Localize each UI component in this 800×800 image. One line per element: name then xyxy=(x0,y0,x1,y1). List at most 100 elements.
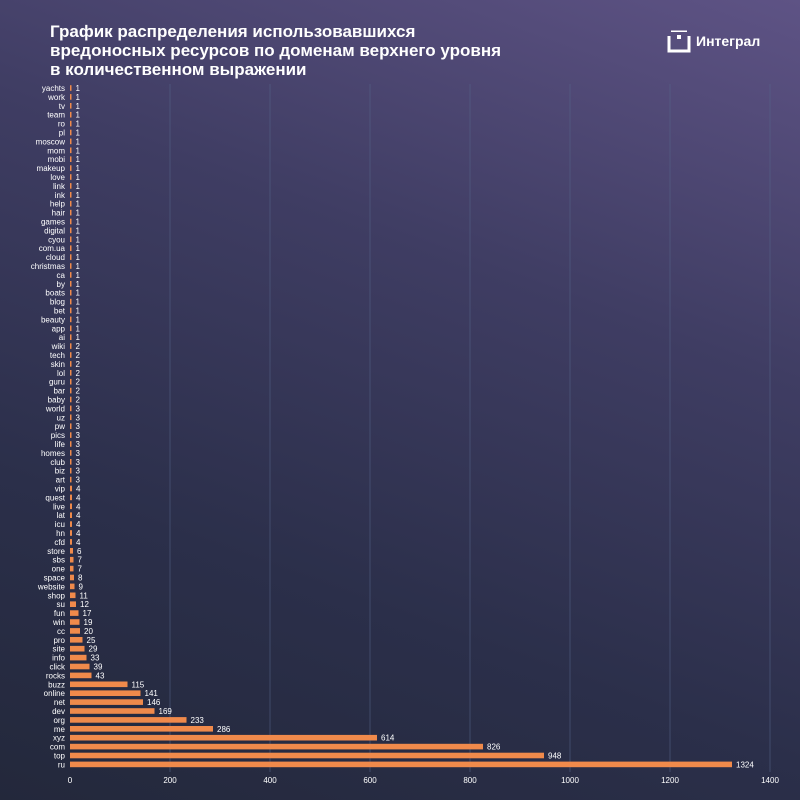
bar-click xyxy=(70,663,90,670)
category-label: shop xyxy=(48,591,66,600)
category-label: skin xyxy=(51,360,65,369)
category-label: buzz xyxy=(48,680,65,689)
value-label: 3 xyxy=(76,449,81,458)
category-label: tech xyxy=(50,351,65,360)
bar-cloud xyxy=(70,254,72,260)
bar-cyou xyxy=(70,236,72,243)
bar-hn xyxy=(70,530,72,536)
category-label: ai xyxy=(59,333,65,342)
category-label: store xyxy=(47,547,65,556)
value-label: 4 xyxy=(76,493,81,502)
value-label: 1 xyxy=(76,129,81,138)
category-label: pro xyxy=(53,636,65,645)
value-label: 1 xyxy=(76,307,81,316)
bar-by xyxy=(70,281,72,287)
bar-pw xyxy=(70,423,72,429)
value-label: 3 xyxy=(76,404,81,413)
bar-pics xyxy=(70,432,72,438)
category-label: pics xyxy=(51,431,65,440)
bar-life xyxy=(70,441,72,447)
x-tick-label: 200 xyxy=(163,776,177,785)
category-label: christmas xyxy=(31,262,65,271)
value-label: 1 xyxy=(76,235,81,244)
bar-lat xyxy=(70,512,72,518)
category-label: ca xyxy=(57,271,66,280)
category-label: mobi xyxy=(48,155,66,164)
x-tick-label: 600 xyxy=(363,776,377,785)
category-label: games xyxy=(41,218,65,227)
value-label: 286 xyxy=(217,725,231,734)
category-label: pl xyxy=(59,129,65,138)
category-label: net xyxy=(54,698,66,707)
value-label: 1 xyxy=(76,120,81,129)
bar-bet xyxy=(70,307,72,314)
value-label: 7 xyxy=(78,556,83,565)
value-label: 2 xyxy=(76,387,81,396)
value-label: 1 xyxy=(76,253,81,262)
category-label: live xyxy=(53,502,66,511)
bar-rocks xyxy=(70,672,92,679)
x-tick-label: 1200 xyxy=(661,776,679,785)
brand-logo: Интеграл xyxy=(667,28,760,54)
value-label: 3 xyxy=(76,422,81,431)
category-label: work xyxy=(47,93,66,102)
bar-wiki xyxy=(70,343,72,349)
value-label: 2 xyxy=(76,351,81,360)
value-label: 1 xyxy=(76,271,81,280)
value-label: 1 xyxy=(76,111,81,120)
value-label: 233 xyxy=(191,716,205,725)
bar-site xyxy=(70,645,85,652)
category-label: fun xyxy=(54,609,65,618)
value-label: 4 xyxy=(76,538,81,547)
category-label: click xyxy=(49,663,66,672)
value-label: 8 xyxy=(78,574,83,583)
value-label: 1 xyxy=(76,315,81,324)
bar-blog xyxy=(70,298,72,305)
category-label: ru xyxy=(58,760,65,769)
value-label: 4 xyxy=(76,511,81,520)
category-label: digital xyxy=(44,226,65,235)
value-label: 4 xyxy=(76,529,81,538)
value-label: 141 xyxy=(145,689,159,698)
value-label: 948 xyxy=(548,752,562,761)
bar-yachts xyxy=(70,85,72,91)
bar-christmas xyxy=(70,263,72,269)
value-label: 3 xyxy=(76,476,81,485)
category-label: love xyxy=(50,173,65,182)
bar-boats xyxy=(70,289,72,296)
category-label: link xyxy=(53,182,66,191)
x-axis-ticks: 0 200 400 600 800 1000 1200 1400 xyxy=(68,776,780,785)
bar-moscow xyxy=(70,138,72,145)
value-label: 1 xyxy=(76,226,81,235)
bar-hair xyxy=(70,209,72,216)
category-label: bar xyxy=(53,387,65,396)
category-label: su xyxy=(57,600,65,609)
bar-ro xyxy=(70,120,72,127)
bar-team xyxy=(70,111,72,118)
category-label: bet xyxy=(54,307,66,316)
value-label: 9 xyxy=(79,582,84,591)
bar-bar xyxy=(70,387,72,394)
value-label: 1 xyxy=(76,289,81,298)
bar-club xyxy=(70,459,72,465)
bar-buzz xyxy=(70,681,128,688)
grid-lines xyxy=(169,84,771,772)
bar-love xyxy=(70,174,72,180)
bar-app xyxy=(70,325,72,332)
category-label: org xyxy=(53,716,65,725)
value-label: 4 xyxy=(76,520,81,529)
value-label: 7 xyxy=(78,565,83,574)
value-label: 1 xyxy=(76,146,81,155)
category-label: ink xyxy=(55,191,66,200)
bar-info xyxy=(70,654,87,661)
x-tick-label: 400 xyxy=(263,776,277,785)
bar-vip xyxy=(70,485,72,492)
category-label: moscow xyxy=(36,137,66,146)
category-label: com xyxy=(50,743,65,752)
bar-world xyxy=(70,405,72,412)
value-label: 1324 xyxy=(736,760,754,769)
title-line-1: График распределения использовавшихся xyxy=(50,22,416,41)
category-label: boats xyxy=(45,289,65,298)
bar-help xyxy=(70,200,72,207)
